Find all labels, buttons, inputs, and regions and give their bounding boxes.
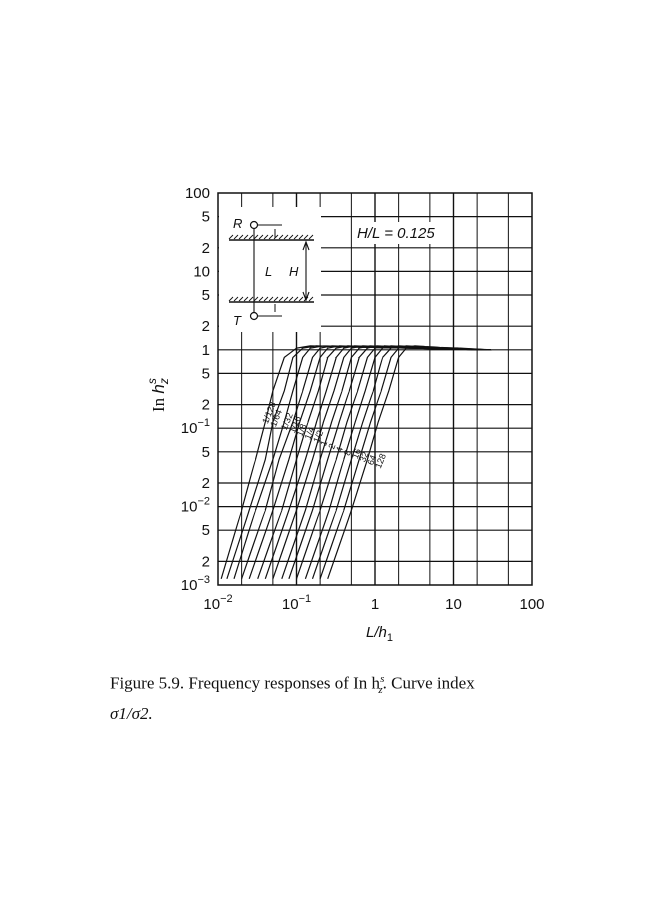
- chart-ticks: 10−2 10−1 1 10 100 100 5 2 10 5 2 1 5 2 10−1 5 2 10−2 5 2 10…: [181, 185, 545, 613]
- hatch-mark: [278, 234, 284, 240]
- x-tick-label: 100: [519, 596, 544, 613]
- curve-label: 1: [318, 439, 329, 447]
- hatch-mark: [233, 296, 239, 302]
- hatch-mark: [263, 234, 269, 240]
- hatch-mark: [298, 234, 304, 240]
- hatch-mark: [238, 296, 244, 302]
- y-tick-label: 2: [202, 397, 210, 414]
- hatch-mark: [308, 234, 314, 240]
- inset-background: [219, 207, 321, 332]
- hatch-mark: [273, 234, 279, 240]
- hatch-mark: [243, 234, 249, 240]
- y-tick-label: 2: [202, 318, 210, 335]
- hatch-mark: [263, 296, 269, 302]
- x-tick-label: 10−1: [282, 593, 311, 613]
- inset-label: H: [289, 264, 299, 279]
- caption-sub: z: [378, 684, 383, 697]
- y-tick-label: 10−3: [181, 574, 210, 594]
- curve-1-64: [226, 345, 492, 579]
- inset-label: T: [233, 313, 242, 328]
- y-tick-label: 5: [202, 209, 210, 226]
- y-tick-label: 10−1: [181, 417, 210, 437]
- inset-label: L: [265, 264, 272, 279]
- y-tick-label: 5: [202, 522, 210, 539]
- caption-sup: s: [380, 673, 385, 685]
- hatch-mark: [228, 234, 234, 240]
- y-tick-label: 2: [202, 553, 210, 570]
- inset-label: R: [233, 216, 242, 231]
- hatch-mark: [288, 296, 294, 302]
- y-axis-label-sup: s: [145, 378, 159, 384]
- curve-label: 1/8: [295, 422, 309, 437]
- caption-text-end: . Curve index: [382, 673, 475, 693]
- y-tick-label: 5: [202, 444, 210, 461]
- hatch-mark: [278, 296, 284, 302]
- hatch-mark: [308, 296, 314, 302]
- hatch-mark: [248, 234, 254, 240]
- hatch-mark: [293, 296, 299, 302]
- hatch-mark: [268, 234, 274, 240]
- height-arrow-up: [302, 240, 310, 251]
- curve-64: [319, 345, 492, 579]
- y-axis-label-text: In hsz: [145, 378, 171, 412]
- hatch-mark: [258, 296, 264, 302]
- hatch-mark: [293, 234, 299, 240]
- y-axis-label-h: h: [149, 384, 168, 393]
- hatch-mark: [253, 234, 259, 240]
- curve-8: [295, 345, 492, 579]
- y-axis-label: In hsz: [145, 378, 171, 412]
- y-tick-label: 2: [202, 240, 210, 257]
- curve-128: [327, 345, 492, 579]
- hatch-mark: [258, 234, 264, 240]
- y-axis-label-sub: z: [157, 378, 171, 385]
- curve-label: 8: [342, 449, 353, 457]
- x-axis-label-sub: 1: [387, 632, 393, 644]
- plot-frame: [217, 192, 533, 586]
- height-arrow-down: [302, 291, 310, 302]
- hatch-mark: [303, 234, 309, 240]
- transmitter-circle: [249, 311, 259, 321]
- curve-label: 1/2: [311, 429, 325, 444]
- hatch-mark: [233, 234, 239, 240]
- y-tick-label: 5: [202, 365, 210, 382]
- y-tick-label: 5: [202, 287, 210, 304]
- y-axis-label-in: In: [149, 394, 168, 412]
- hatch-mark: [238, 234, 244, 240]
- hatch-mark: [283, 296, 289, 302]
- receiver-circle: [249, 220, 259, 230]
- hatch-mark: [228, 296, 234, 302]
- hatch-mark: [243, 296, 249, 302]
- x-tick-label: 1: [371, 596, 379, 613]
- curve-label: 1/4: [303, 426, 317, 441]
- y-tick-label: 1: [202, 342, 210, 359]
- hatch-mark: [248, 296, 254, 302]
- y-tick-label: 10−2: [181, 496, 210, 516]
- x-axis-label: L/h1: [366, 624, 393, 644]
- x-tick-label: 10: [445, 596, 462, 613]
- caption-line2: σ1/σ2.: [110, 704, 153, 724]
- hatch-mark: [288, 234, 294, 240]
- y-tick-label: 100: [185, 185, 210, 202]
- hatch-mark: [253, 296, 259, 302]
- x-axis-label-text: L/h: [366, 624, 387, 641]
- caption-text: Figure 5.9. Frequency responses of In h: [110, 673, 381, 693]
- y-tick-label: 10: [193, 263, 210, 280]
- annotation-background: [352, 222, 452, 244]
- inset-diagram: R T L H: [219, 207, 321, 332]
- figure-caption: Figure 5.9. Frequency responses of In hs…: [110, 667, 590, 726]
- hatch-mark: [273, 296, 279, 302]
- hl-annotation: H/L = 0.125: [357, 225, 435, 242]
- hatch-mark: [298, 296, 304, 302]
- y-tick-label: 2: [202, 475, 210, 492]
- hatch-mark: [268, 296, 274, 302]
- hatch-mark: [283, 234, 289, 240]
- x-tick-label: 10−2: [203, 593, 232, 613]
